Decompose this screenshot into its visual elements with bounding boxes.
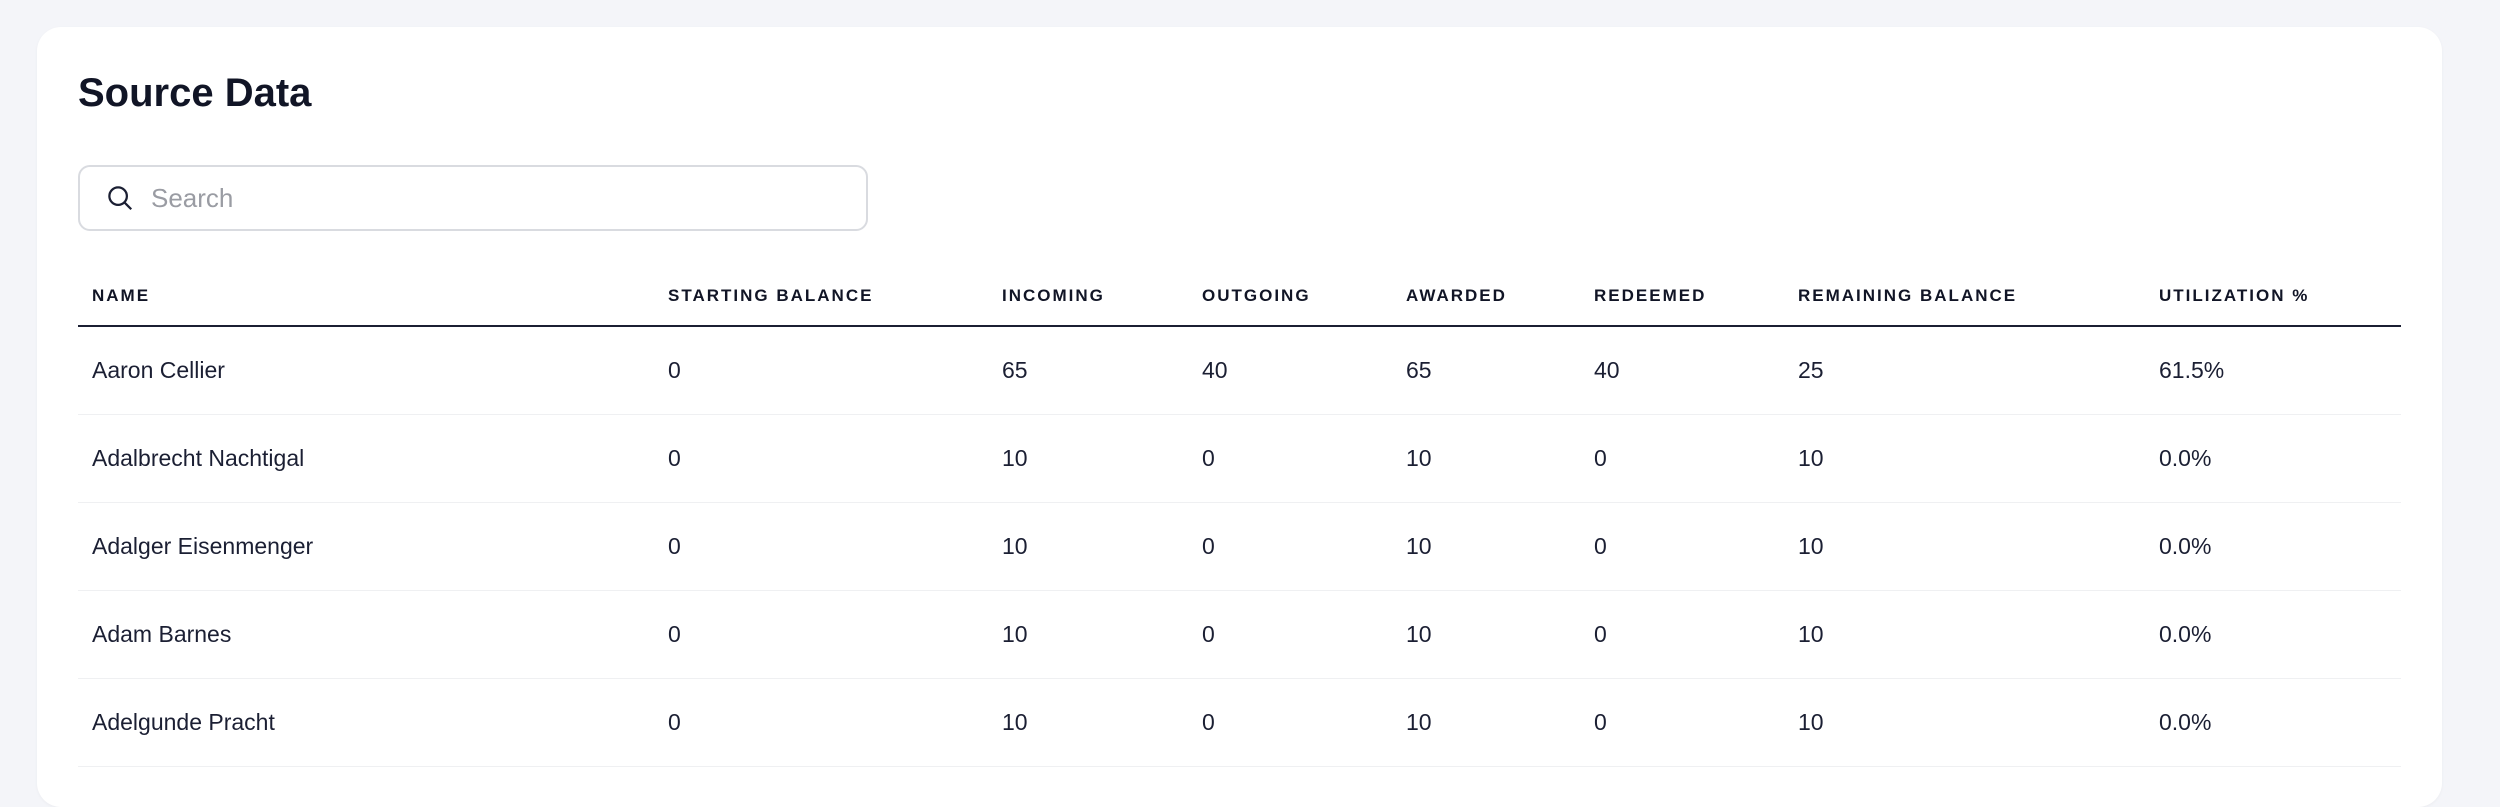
table-cell: 0	[1580, 414, 1784, 503]
table-cell: 0	[1580, 502, 1784, 591]
table-row[interactable]: Adalger Eisenmenger 0 10 0 10 0 10 0.0%	[78, 502, 2401, 591]
table-cell: Adelgunde Pracht	[78, 678, 654, 767]
table-cell: 10	[1392, 414, 1580, 503]
table-row[interactable]: Adam Barnes 0 10 0 10 0 10 0.0%	[78, 590, 2401, 679]
table-cell: 10	[1784, 502, 2145, 591]
table-cell: 25	[1784, 326, 2145, 415]
table-cell: 65	[988, 326, 1188, 415]
source-data-table: NAME STARTING BALANCE INCOMING OUTGOING AWAR…	[78, 267, 2401, 767]
table-cell: 0	[1188, 678, 1392, 767]
table-cell: Adalger Eisenmenger	[78, 502, 654, 591]
search-icon	[108, 186, 133, 211]
column-header-starting-balance[interactable]: STARTING BALANCE	[654, 267, 988, 327]
table-cell: 10	[1784, 414, 2145, 503]
table-cell: 0	[1188, 502, 1392, 591]
table-cell: Adalbrecht Nachtigal	[78, 414, 654, 503]
table-cell: 0	[654, 590, 988, 679]
table-cell: Adam Barnes	[78, 590, 654, 679]
table-cell: 0	[654, 414, 988, 503]
table-cell: 0	[1188, 414, 1392, 503]
table-cell: 10	[1784, 590, 2145, 679]
table-row[interactable]: Aaron Cellier 0 65 40 65 40 25 61.5%	[78, 326, 2401, 415]
search-box[interactable]	[78, 165, 868, 231]
table-row[interactable]: Adalbrecht Nachtigal 0 10 0 10 0 10 0.0%	[78, 414, 2401, 503]
table-cell: 61.5%	[2145, 326, 2401, 415]
column-header-remaining-balance[interactable]: REMAINING BALANCE	[1784, 267, 2145, 327]
table-cell: 10	[1784, 678, 2145, 767]
table-cell: 0.0%	[2145, 678, 2401, 767]
table-cell: 0	[1580, 590, 1784, 679]
column-header-utilization[interactable]: UTILIZATION %	[2145, 267, 2401, 327]
column-header-name[interactable]: NAME	[78, 267, 654, 327]
table-cell: 10	[988, 678, 1188, 767]
column-header-outgoing[interactable]: OUTGOING	[1188, 267, 1392, 327]
table-cell: 10	[1392, 678, 1580, 767]
table-cell: 10	[988, 502, 1188, 591]
table-cell: 0	[1580, 678, 1784, 767]
page-title: Source Data	[78, 71, 312, 115]
column-header-redeemed[interactable]: REDEEMED	[1580, 267, 1784, 327]
table-cell: 0.0%	[2145, 590, 2401, 679]
table-cell: Aaron Cellier	[78, 326, 654, 415]
table-row[interactable]: Adelgunde Pracht 0 10 0 10 0 10 0.0%	[78, 678, 2401, 767]
table-cell: 0	[654, 326, 988, 415]
table-cell: 0	[654, 678, 988, 767]
search-input[interactable]	[149, 181, 833, 215]
table-cell: 0.0%	[2145, 414, 2401, 503]
table-cell: 65	[1392, 326, 1580, 415]
table-cell: 10	[1392, 590, 1580, 679]
table-cell: 40	[1188, 326, 1392, 415]
column-header-awarded[interactable]: AWARDED	[1392, 267, 1580, 327]
table-cell: 0	[1188, 590, 1392, 679]
table-header-row: NAME STARTING BALANCE INCOMING OUTGOING AWAR…	[78, 267, 2401, 327]
table-cell: 40	[1580, 326, 1784, 415]
table-cell: 0	[654, 502, 988, 591]
table-cell: 0.0%	[2145, 502, 2401, 591]
table-cell: 10	[988, 414, 1188, 503]
table-cell: 10	[988, 590, 1188, 679]
column-header-incoming[interactable]: INCOMING	[988, 267, 1188, 327]
table-cell: 10	[1392, 502, 1580, 591]
